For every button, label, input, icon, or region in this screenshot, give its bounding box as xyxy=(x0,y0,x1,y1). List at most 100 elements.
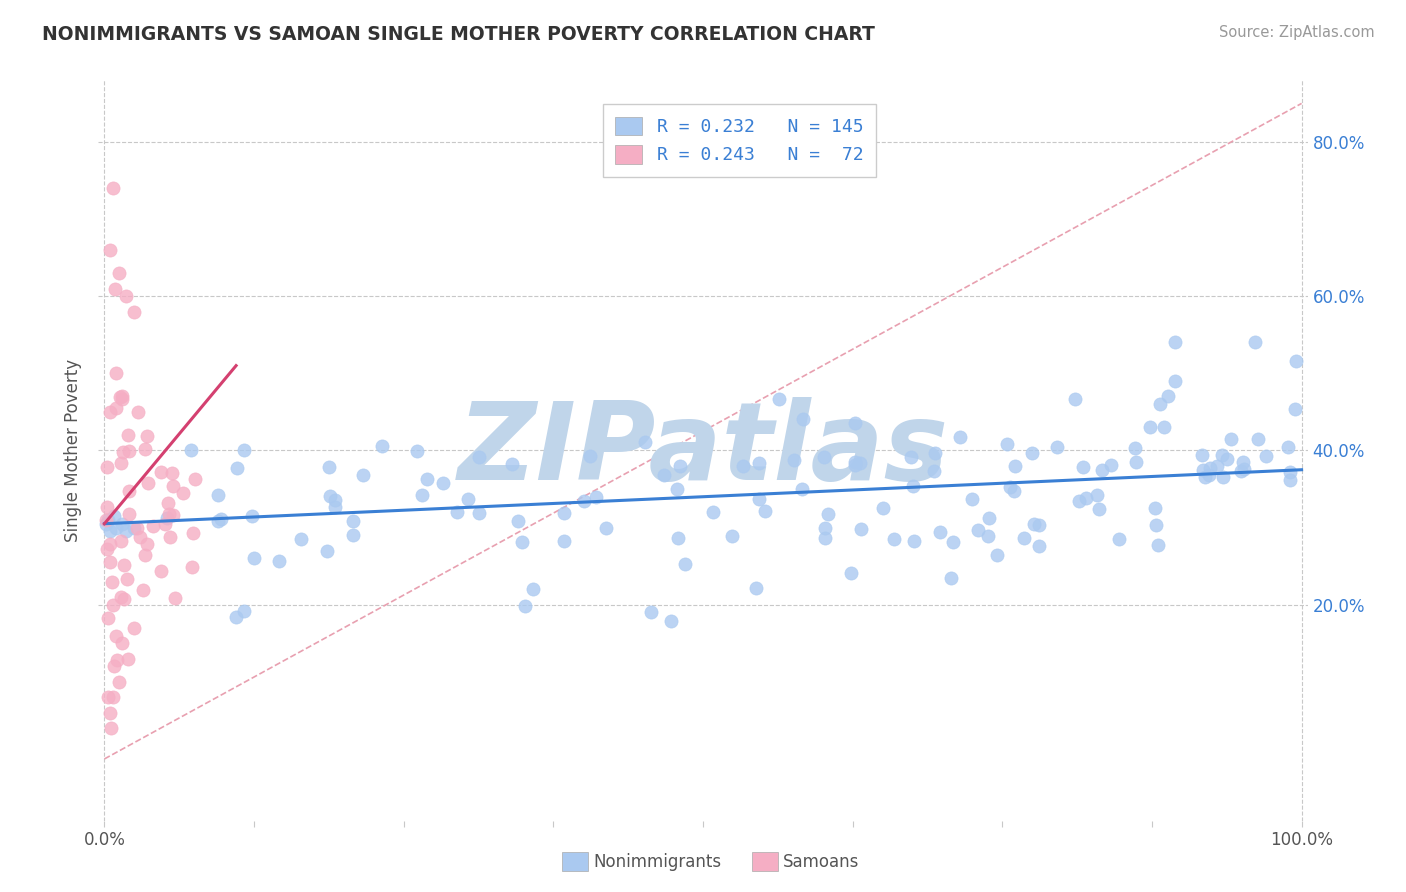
Point xyxy=(98,555,121,569)
Point xyxy=(111,516,134,531)
Point xyxy=(172,486,194,500)
Point xyxy=(157,507,180,521)
Point xyxy=(967,523,990,537)
Point xyxy=(100,405,122,419)
Point xyxy=(103,659,125,673)
Point xyxy=(370,439,392,453)
Point xyxy=(513,599,536,614)
Point xyxy=(342,528,364,542)
Point xyxy=(844,455,866,469)
Point xyxy=(1123,441,1146,455)
Point xyxy=(232,443,254,458)
Point xyxy=(1247,433,1270,447)
Point xyxy=(1021,446,1043,460)
Point xyxy=(100,243,122,257)
Point xyxy=(748,457,770,471)
Point xyxy=(585,490,607,504)
Point xyxy=(1220,432,1243,446)
Point xyxy=(135,429,157,443)
Point xyxy=(506,514,529,528)
Point xyxy=(181,525,204,540)
Point xyxy=(849,522,872,536)
Point xyxy=(96,500,118,514)
Point xyxy=(107,266,129,280)
Point xyxy=(1144,518,1167,533)
Point xyxy=(1232,454,1254,468)
Point xyxy=(457,492,479,507)
Point xyxy=(225,609,247,624)
Point xyxy=(1233,462,1256,476)
Point xyxy=(1278,473,1301,487)
Point xyxy=(128,531,150,545)
Point xyxy=(1277,440,1299,454)
Point xyxy=(107,674,129,689)
Point xyxy=(117,484,139,499)
Point xyxy=(1000,480,1022,494)
Point xyxy=(162,508,184,522)
Text: Source: ZipAtlas.com: Source: ZipAtlas.com xyxy=(1219,25,1375,40)
Point xyxy=(1074,491,1097,505)
Point xyxy=(111,636,134,650)
Point xyxy=(1284,354,1306,368)
Point xyxy=(352,468,374,483)
Point xyxy=(1279,466,1302,480)
Point xyxy=(124,304,146,318)
Point xyxy=(117,651,139,665)
Point xyxy=(1229,465,1251,479)
Point xyxy=(142,519,165,533)
Point xyxy=(1028,518,1050,533)
Point xyxy=(269,554,291,568)
Point xyxy=(1108,533,1130,547)
Point xyxy=(104,629,127,643)
Y-axis label: Single Mother Poverty: Single Mother Poverty xyxy=(65,359,83,542)
Point xyxy=(792,412,814,426)
Point xyxy=(165,591,187,606)
Point xyxy=(318,459,340,474)
Point xyxy=(96,459,118,474)
Point xyxy=(813,450,835,464)
Point xyxy=(666,482,689,496)
Point xyxy=(115,524,138,539)
Point xyxy=(94,516,117,531)
Point xyxy=(342,514,364,528)
Point xyxy=(319,489,342,503)
Point xyxy=(1191,448,1213,462)
Point xyxy=(962,491,984,506)
Point xyxy=(1205,458,1227,473)
Point xyxy=(180,442,202,457)
Point xyxy=(634,435,657,450)
Point xyxy=(512,535,534,549)
Point xyxy=(105,520,128,534)
Point xyxy=(243,550,266,565)
Point xyxy=(155,511,177,525)
Point xyxy=(883,532,905,546)
Point xyxy=(97,611,120,625)
Point xyxy=(117,428,139,442)
Point xyxy=(1088,502,1111,516)
Point xyxy=(162,479,184,493)
Point xyxy=(110,590,132,604)
Point xyxy=(1198,460,1220,475)
Point xyxy=(323,493,346,508)
Point xyxy=(127,405,149,419)
Point xyxy=(1191,463,1213,477)
Point xyxy=(1163,374,1185,388)
Point xyxy=(101,575,124,590)
Point xyxy=(1211,448,1233,462)
Point xyxy=(1028,539,1050,553)
Point xyxy=(1125,454,1147,468)
Point xyxy=(903,533,925,548)
Point xyxy=(1284,401,1306,416)
Point xyxy=(1254,449,1277,463)
Point xyxy=(127,521,149,535)
Point xyxy=(668,458,690,473)
Legend: R = 0.232   N = 145, R = 0.243   N =  72: R = 0.232 N = 145, R = 0.243 N = 72 xyxy=(603,104,876,178)
Point xyxy=(160,466,183,480)
Point xyxy=(939,571,962,585)
Point xyxy=(96,513,118,527)
Point xyxy=(783,453,806,467)
Point xyxy=(929,524,952,539)
Point xyxy=(105,401,128,416)
Point xyxy=(100,706,122,720)
Point xyxy=(323,500,346,514)
